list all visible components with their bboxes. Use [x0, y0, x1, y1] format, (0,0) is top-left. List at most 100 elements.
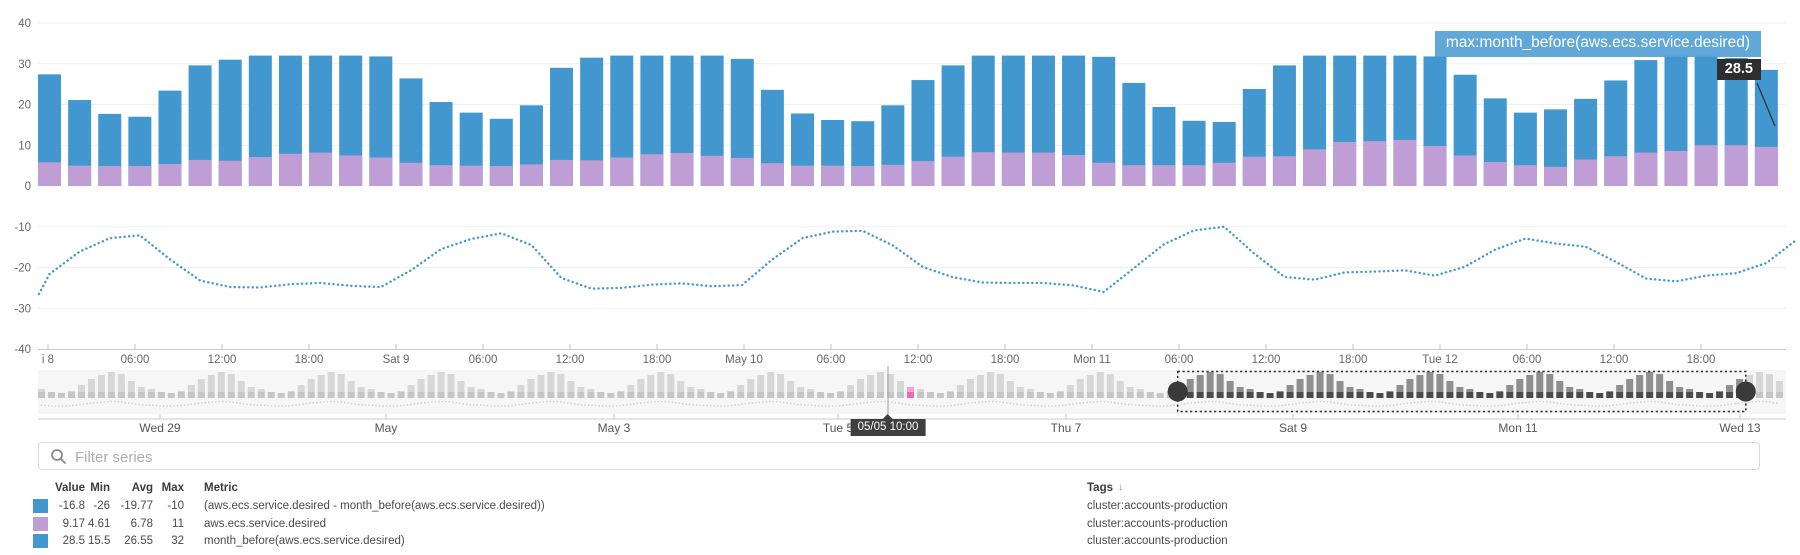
bar-desired[interactable] — [1001, 152, 1025, 186]
bar-desired[interactable] — [1092, 162, 1116, 186]
bar-month-before[interactable] — [1062, 55, 1086, 186]
bar-desired[interactable] — [1393, 139, 1417, 186]
bar-desired[interactable] — [218, 160, 242, 186]
bar-desired[interactable] — [881, 164, 905, 186]
bar-desired[interactable] — [580, 160, 604, 186]
filter-series-input[interactable] — [73, 444, 1747, 470]
bar-desired[interactable] — [640, 154, 664, 186]
timeline-bar — [877, 372, 885, 392]
bar-desired[interactable] — [519, 164, 543, 186]
bar-month-before[interactable] — [68, 100, 92, 186]
bar-desired[interactable] — [1152, 165, 1176, 186]
bar-desired[interactable] — [1453, 155, 1477, 186]
bar-desired[interactable] — [1544, 166, 1567, 186]
bar-month-before[interactable] — [550, 67, 574, 186]
bar-desired[interactable] — [1333, 141, 1357, 186]
bar-desired[interactable] — [971, 152, 995, 186]
bar-desired[interactable] — [489, 166, 513, 186]
bar-desired[interactable] — [941, 156, 965, 186]
selection-handle-right[interactable] — [1735, 381, 1756, 402]
bar-month-before[interactable] — [1122, 82, 1146, 186]
bar-desired[interactable] — [1272, 156, 1296, 186]
bar-desired[interactable] — [248, 157, 272, 186]
bar-month-before[interactable] — [700, 55, 724, 186]
timeline-bar-base — [47, 392, 55, 398]
bar-desired[interactable] — [459, 165, 483, 186]
bar-desired[interactable] — [1031, 152, 1055, 186]
bar-desired[interactable] — [730, 157, 754, 186]
bar-desired[interactable] — [760, 163, 784, 186]
bar-month-before[interactable] — [941, 65, 965, 186]
bar-desired[interactable] — [1423, 146, 1447, 186]
timeline-bar-base — [147, 392, 155, 398]
bar-desired[interactable] — [369, 157, 393, 186]
timeline-bar — [77, 385, 85, 392]
bar-month-before[interactable] — [1272, 65, 1296, 186]
bar-desired[interactable] — [38, 162, 61, 186]
bar-desired[interactable] — [429, 165, 453, 186]
bar-desired[interactable] — [1242, 156, 1266, 186]
bar-month-before[interactable] — [760, 89, 784, 186]
bar-desired[interactable] — [911, 161, 935, 186]
bar-month-before[interactable] — [399, 78, 423, 186]
sort-descending-icon[interactable]: ↓ — [1118, 482, 1123, 493]
selection-handle-left[interactable] — [1167, 381, 1188, 402]
bar-desired[interactable] — [1724, 145, 1748, 186]
bar-desired[interactable] — [1363, 141, 1387, 186]
bar-desired[interactable] — [98, 166, 122, 186]
bar-desired[interactable] — [1122, 165, 1146, 186]
bar-desired[interactable] — [670, 152, 694, 186]
bar-month-before[interactable] — [640, 55, 664, 186]
bar-desired[interactable] — [1182, 165, 1206, 186]
legend-row[interactable]: 9.17 4.61 6.78 11 aws.ecs.service.desired clu… — [0, 516, 1800, 532]
bar-desired[interactable] — [309, 152, 333, 186]
bar-desired[interactable] — [188, 159, 212, 186]
bar-desired[interactable] — [128, 166, 152, 186]
bar-desired[interactable] — [1212, 162, 1236, 186]
bar-month-before[interactable] — [158, 90, 182, 186]
bar-desired[interactable] — [1634, 152, 1658, 186]
bar-desired[interactable] — [399, 162, 423, 186]
bar-desired[interactable] — [339, 155, 363, 186]
bar-month-before[interactable] — [911, 80, 935, 186]
bar-desired[interactable] — [851, 166, 875, 186]
bar-month-before[interactable] — [610, 55, 634, 186]
bar-desired[interactable] — [1574, 159, 1598, 186]
bar-desired[interactable] — [1754, 146, 1778, 186]
timeline-bar — [1666, 381, 1674, 392]
bar-desired[interactable] — [821, 165, 845, 186]
bar-desired[interactable] — [1303, 149, 1327, 186]
bar-month-before[interactable] — [38, 74, 61, 186]
bar-desired[interactable] — [791, 165, 814, 186]
bar-desired[interactable] — [550, 159, 574, 186]
bar-month-before[interactable] — [248, 55, 272, 186]
bar-month-before[interactable] — [580, 57, 604, 187]
bar-desired[interactable] — [1694, 145, 1718, 186]
bar-month-before[interactable] — [218, 59, 242, 186]
bar-desired[interactable] — [1604, 156, 1628, 186]
bar-desired[interactable] — [610, 157, 634, 186]
bar-month-before[interactable] — [730, 58, 754, 186]
legend-row[interactable]: -16.8 -26 -19.77 -10 (aws.ecs.service.desire… — [0, 498, 1800, 514]
bar-month-before[interactable] — [188, 65, 212, 186]
bar-month-before[interactable] — [369, 56, 393, 186]
bar-desired[interactable] — [278, 153, 302, 186]
bar-desired[interactable] — [1664, 150, 1688, 186]
timeline-date-label: Sat 9 — [1279, 421, 1307, 435]
bar-month-before[interactable] — [339, 55, 363, 186]
legend-row[interactable]: 28.5 15.5 26.55 32 month_before(aws.ecs.serv… — [0, 533, 1800, 549]
bar-desired[interactable] — [1483, 161, 1507, 186]
bar-desired[interactable] — [158, 163, 182, 186]
bar-desired[interactable] — [68, 165, 92, 186]
bar-desired[interactable] — [700, 155, 724, 186]
chart-canvas[interactable]: 40 30 20 10 0 -10 -20 -30 -40 i 8 06:00 12:00 18:00 S… — [0, 0, 1800, 440]
hover-pointer-line — [1756, 82, 1776, 127]
bar-desired[interactable] — [1513, 165, 1537, 186]
col-header-tags[interactable]: Tags — [1087, 482, 1113, 494]
bar-month-before[interactable] — [429, 102, 453, 186]
bar-month-before[interactable] — [1092, 56, 1116, 187]
filter-series[interactable] — [38, 442, 1760, 470]
bar-desired[interactable] — [1062, 155, 1086, 186]
bar-month-before[interactable] — [278, 55, 302, 186]
timeline-bar-base — [457, 392, 465, 398]
